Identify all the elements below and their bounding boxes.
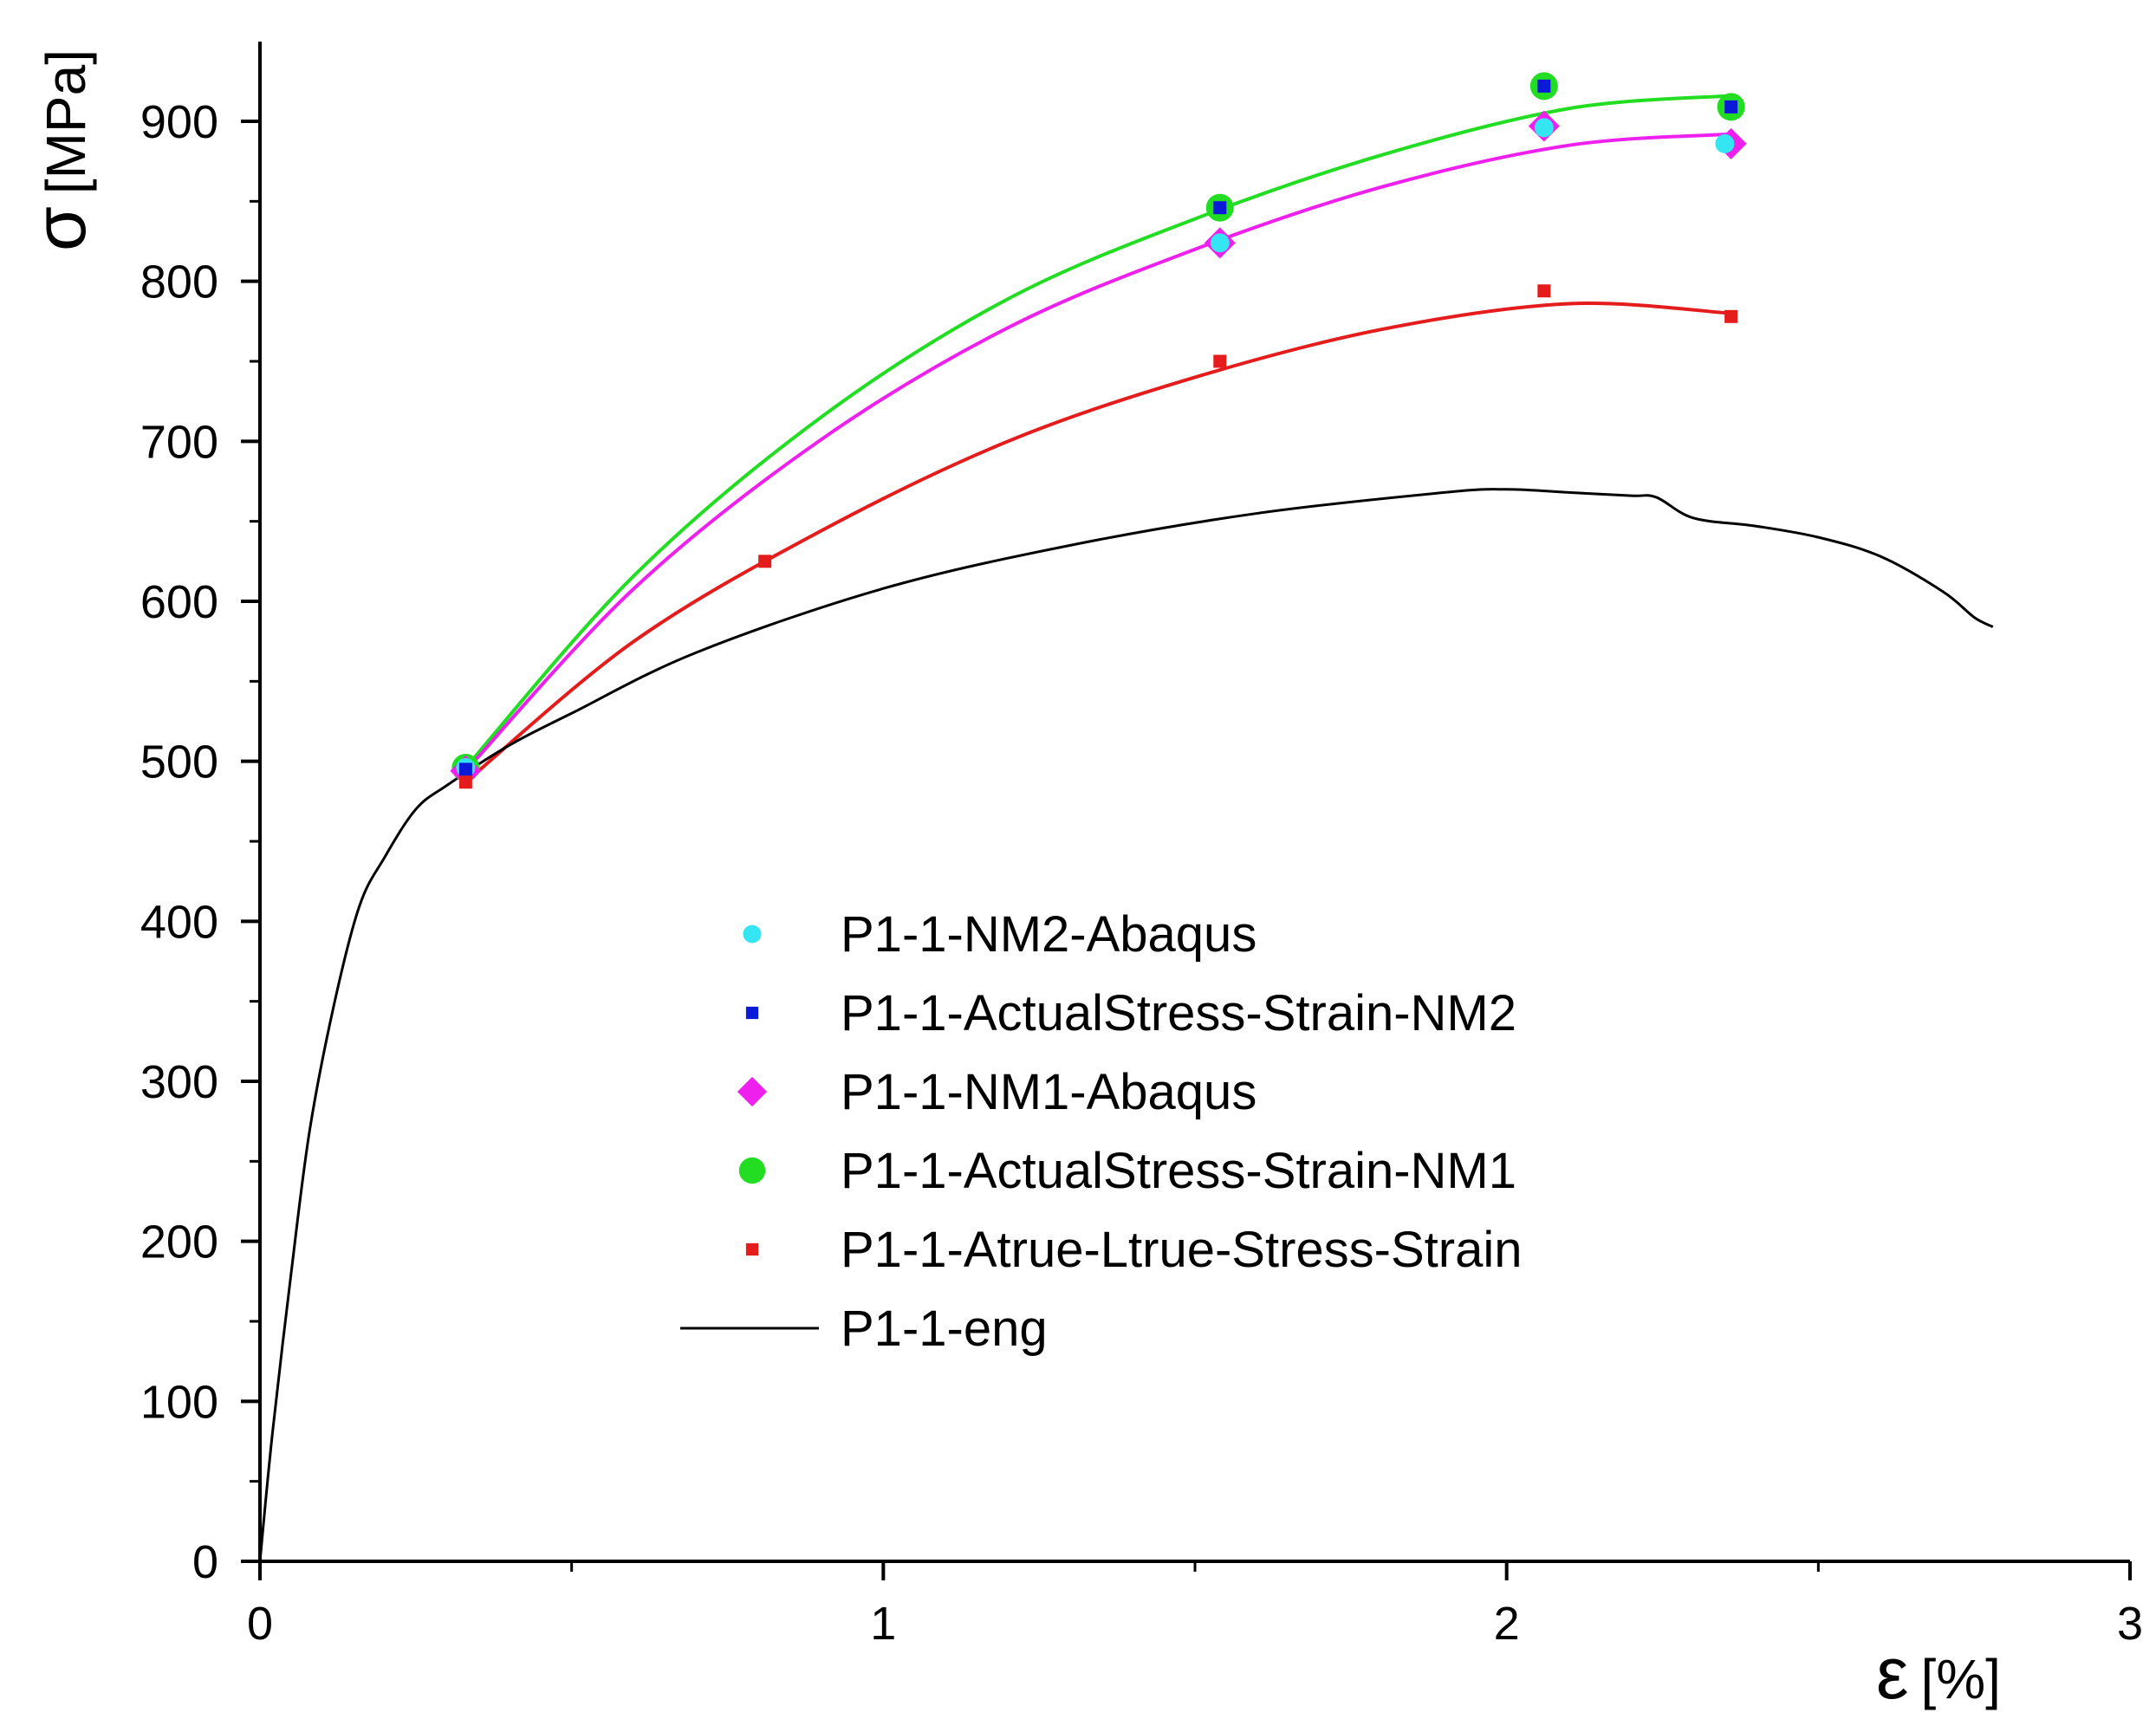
data-point xyxy=(758,555,772,568)
legend-label: P1-1-Atrue-Ltrue-Stress-Strain xyxy=(841,1222,1522,1278)
x-axis-title: ε [%] xyxy=(1876,1632,2001,1714)
data-point xyxy=(1213,201,1227,215)
y-tick-label: 900 xyxy=(140,96,218,148)
data-point xyxy=(1537,284,1551,298)
y-axis-title: σ [MPa] xyxy=(19,49,101,251)
data-point xyxy=(1213,354,1227,368)
x-axis-symbol: ε xyxy=(1876,1632,1908,1714)
legend-label: P1-1-eng xyxy=(841,1301,1048,1357)
y-axis-unit: [MPa] xyxy=(35,49,97,194)
y-axis-symbol: σ xyxy=(19,206,101,251)
marker-series xyxy=(450,72,1747,789)
y-tick-label: 800 xyxy=(140,256,218,308)
y-tick-label: 600 xyxy=(140,576,218,628)
legend-label: P1-1-NM1-Abaqus xyxy=(841,1064,1257,1120)
y-tick-label: 200 xyxy=(140,1216,218,1268)
legend-marker xyxy=(745,1242,759,1256)
data-point xyxy=(1724,100,1738,114)
fit-curves xyxy=(464,94,1731,784)
axis-titles: σ [MPa] ε [%] xyxy=(19,49,2001,1714)
legend-label: P1-1-ActualStress-Strain-NM1 xyxy=(841,1143,1516,1199)
line-series xyxy=(258,488,1994,1562)
y-tick-label: 300 xyxy=(140,1056,218,1108)
data-point xyxy=(1537,79,1551,93)
legend-marker xyxy=(737,1076,768,1107)
y-tick-label: 100 xyxy=(140,1376,218,1428)
legend-marker xyxy=(738,1157,766,1184)
data-point xyxy=(1724,309,1738,323)
fit-curve xyxy=(464,94,1731,769)
data-point xyxy=(1210,233,1230,253)
y-tick-label: 700 xyxy=(140,416,218,468)
data-point xyxy=(1534,118,1554,138)
y-tick-label: 500 xyxy=(140,736,218,788)
legend: P1-1-NM2-Abaqus P1-1-ActualStress-Strain-… xyxy=(680,906,1522,1357)
axes: 0 1 2 3 0 100 200 300 400 500 600 700 800 900 xyxy=(140,42,2143,1650)
x-tick-label: 1 xyxy=(870,1598,896,1650)
fit-curve xyxy=(464,302,1731,784)
data-point xyxy=(458,762,472,776)
data-point xyxy=(1715,133,1735,153)
legend-marker xyxy=(745,1006,759,1020)
legend-marker xyxy=(743,924,762,944)
data-point xyxy=(458,775,472,789)
y-tick-label: 0 xyxy=(192,1536,218,1588)
x-axis-unit: [%] xyxy=(1920,1648,2000,1710)
legend-label: P1-1-NM2-Abaqus xyxy=(841,906,1257,963)
eng-curve-line xyxy=(258,488,1994,1562)
legend-label: P1-1-ActualStress-Strain-NM2 xyxy=(841,985,1516,1041)
x-tick-label: 3 xyxy=(2117,1598,2143,1650)
x-tick-label: 2 xyxy=(1494,1598,1520,1650)
x-tick-label: 0 xyxy=(247,1598,273,1650)
y-tick-label: 400 xyxy=(140,896,218,948)
fit-curve xyxy=(464,132,1731,773)
